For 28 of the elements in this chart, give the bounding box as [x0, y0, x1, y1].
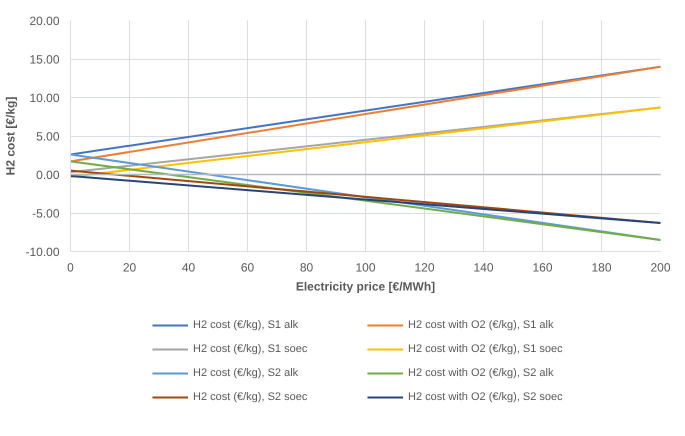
y-axis-title: H2 cost [€/kg] — [3, 96, 18, 176]
legend-label: H2 cost with O2 (€/kg), S1 alk — [408, 319, 554, 331]
x-tick-label: 160 — [532, 260, 553, 274]
y-tick-label: 10.00 — [29, 91, 60, 105]
x-tick-label: 140 — [473, 260, 494, 274]
legend-label: H2 cost with O2 (€/kg), S2 alk — [408, 367, 554, 379]
legend-label: H2 cost with O2 (€/kg), S1 soec — [408, 343, 564, 355]
legend-label: H2 cost (€/kg), S2 alk — [193, 367, 300, 379]
y-tick-label: -10.00 — [25, 245, 60, 259]
x-tick-label: 20 — [122, 260, 136, 274]
x-tick-label: 120 — [414, 260, 435, 274]
legend-label: H2 cost (€/kg), S1 alk — [193, 319, 300, 331]
y-tick-label: 5.00 — [36, 130, 60, 144]
x-tick-label: 0 — [67, 260, 74, 274]
y-tick-label: 20.00 — [29, 14, 60, 28]
legend-label: H2 cost with O2 (€/kg), S2 soec — [408, 391, 564, 403]
x-tick-label: 100 — [355, 260, 376, 274]
y-tick-label: -5.00 — [32, 206, 60, 220]
x-tick-label: 60 — [240, 260, 254, 274]
x-tick-label: 180 — [591, 260, 612, 274]
x-tick-label: 40 — [182, 260, 196, 274]
legend-label: H2 cost (€/kg), S2 soec — [193, 391, 308, 403]
x-tick-label: 80 — [300, 260, 314, 274]
x-axis-title: Electricity price [€/MWh] — [296, 280, 436, 294]
legend-label: H2 cost (€/kg), S1 soec — [193, 343, 308, 355]
x-tick-label: 200 — [650, 260, 671, 274]
y-tick-label: 0.00 — [36, 168, 60, 182]
y-tick-label: 15.00 — [29, 52, 60, 66]
